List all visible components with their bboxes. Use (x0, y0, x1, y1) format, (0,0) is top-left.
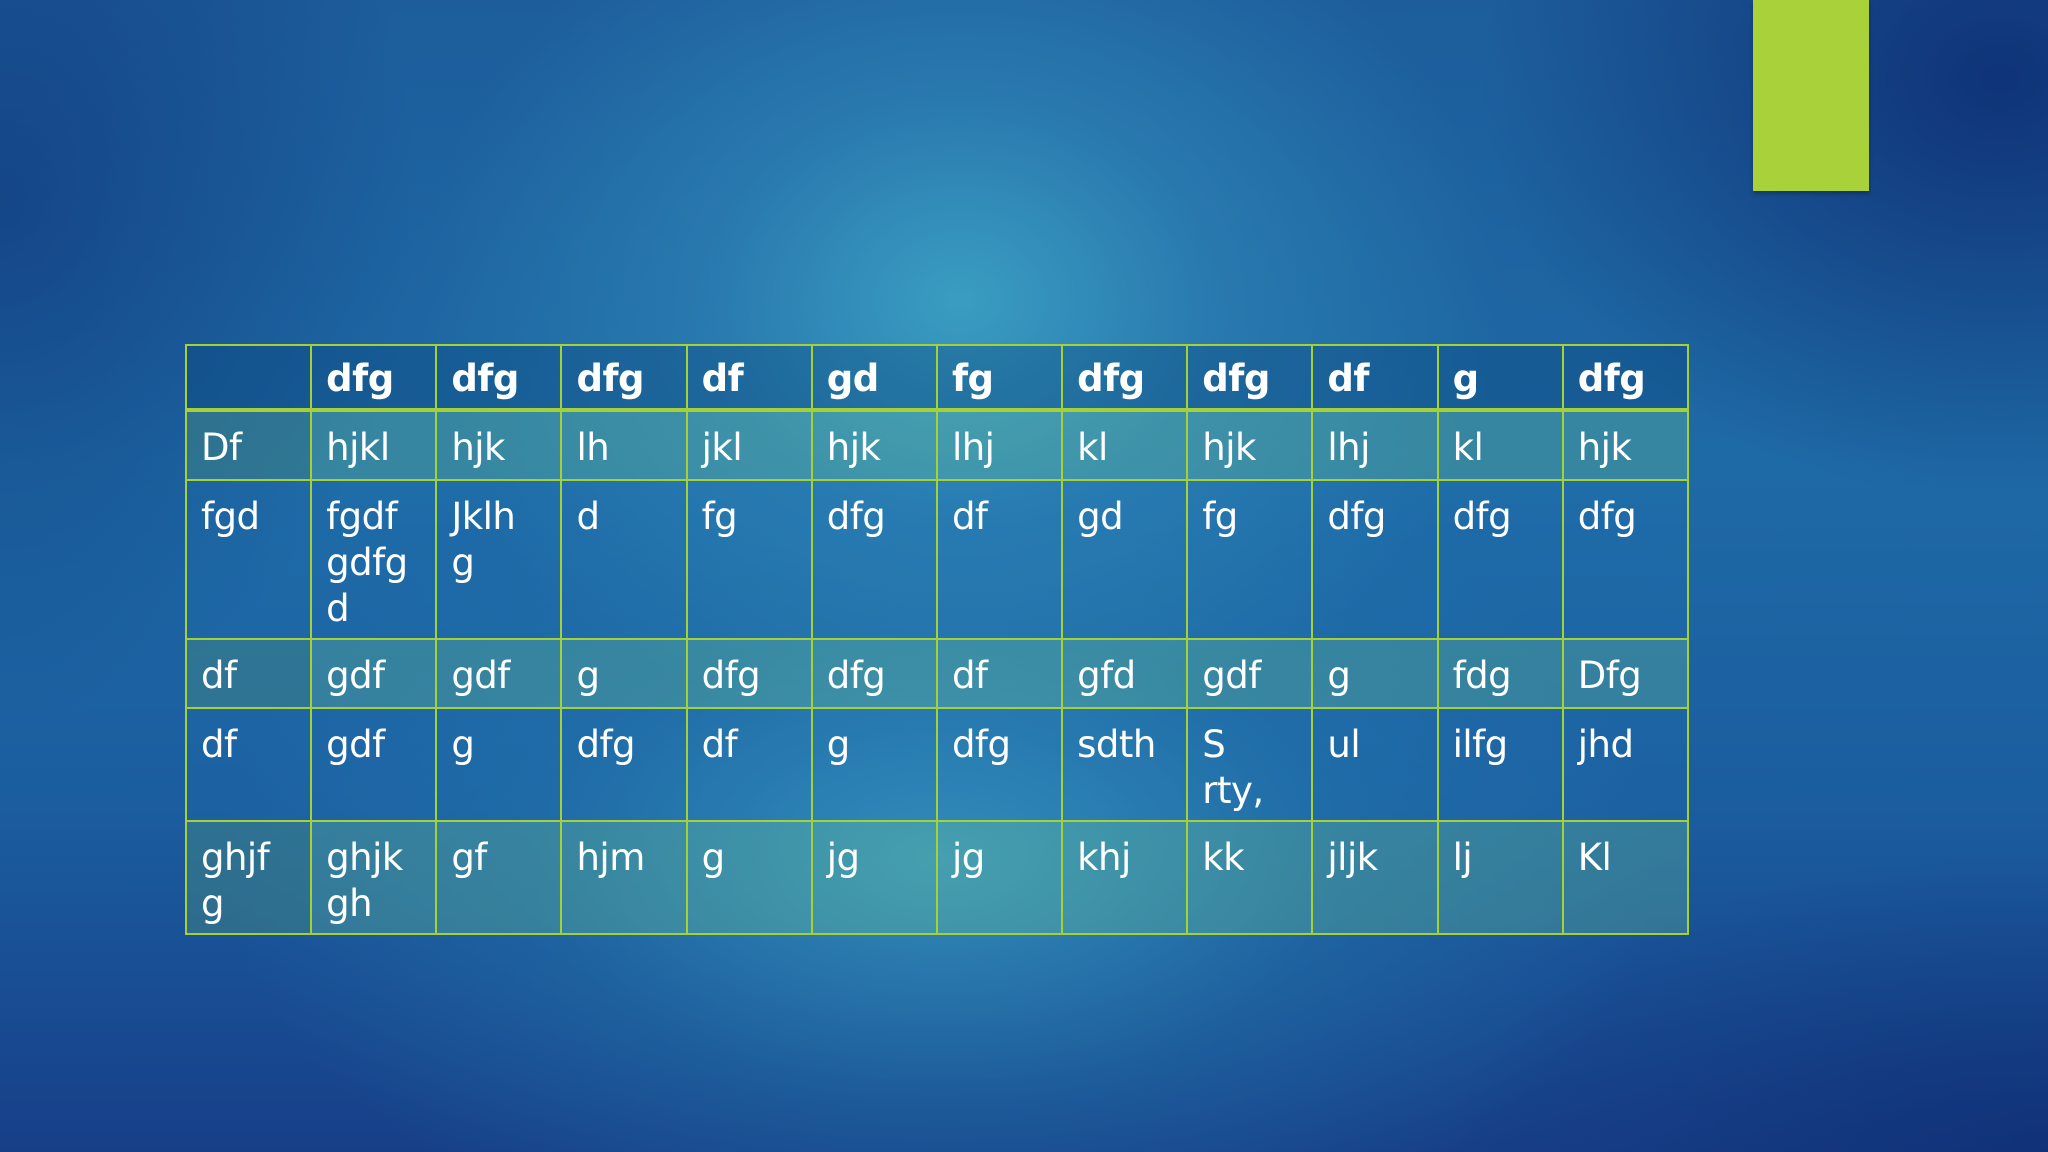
table-cell: gdf (310, 638, 438, 709)
table-cell: lhj (935, 409, 1064, 481)
table-cell: df (935, 479, 1064, 640)
table-cell: jkl (685, 409, 813, 481)
table-row: Df hjkl hjk lh jkl hjk lhj kl hjk lhj kl… (184, 409, 1690, 481)
table-cell: gd (1061, 479, 1189, 640)
table-row: ghjf g ghjk gh gf hjm g jg jg khj kk jlj… (184, 820, 1690, 935)
table-cell: fg (1186, 479, 1314, 640)
table-cell: gdf (1186, 638, 1314, 709)
data-table: dfg dfg dfg df gd fg dfg dfg df g dfg Df… (184, 344, 1690, 935)
table-cell: jg (935, 820, 1064, 935)
table-row: fgd fgdf gdfg d Jklh g d fg dfg df gd fg… (184, 479, 1690, 640)
table-cell: lh (560, 409, 688, 481)
table-header-cell: dfg (435, 344, 563, 412)
table-header-cell: df (1311, 344, 1439, 412)
table-cell: ghjk gh (310, 820, 438, 935)
table-cell: hjkl (310, 409, 438, 481)
table-cell: gdf (310, 707, 438, 822)
table-header-cell: fg (935, 344, 1064, 412)
accent-bar (1753, 0, 1869, 191)
table-cell: jg (810, 820, 938, 935)
table-cell: g (1311, 638, 1439, 709)
table-cell: df (184, 707, 313, 822)
table-cell: Jklh g (435, 479, 563, 640)
table-row: df gdf gdf g dfg dfg df gfd gdf g fdg Df… (184, 638, 1690, 709)
table-cell: fg (685, 479, 813, 640)
table-cell: df (685, 707, 813, 822)
table-cell: d (560, 479, 688, 640)
table-cell: ilfg (1436, 707, 1564, 822)
table-cell: kl (1436, 409, 1564, 481)
table-cell: ul (1311, 707, 1439, 822)
table-header-cell: df (685, 344, 813, 412)
table-cell: df (935, 638, 1064, 709)
table-cell: ghjf g (184, 820, 313, 935)
table-header-cell: gd (810, 344, 938, 412)
table-cell: gdf (435, 638, 563, 709)
table-cell: hjk (1561, 409, 1690, 481)
table-cell: hjk (435, 409, 563, 481)
table-cell: hjm (560, 820, 688, 935)
table-cell: gfd (1061, 638, 1189, 709)
table-header-cell: dfg (1061, 344, 1189, 412)
table-cell: dfg (810, 638, 938, 709)
table-cell: dfg (1311, 479, 1439, 640)
table-cell: dfg (1436, 479, 1564, 640)
table-cell: Kl (1561, 820, 1690, 935)
table-cell: dfg (685, 638, 813, 709)
table-cell: Df (184, 409, 313, 481)
table-cell: df (184, 638, 313, 709)
table-cell: lhj (1311, 409, 1439, 481)
table-row: df gdf g dfg df g dfg sdth S rty, ul ilf… (184, 707, 1690, 822)
table-header-cell: dfg (1186, 344, 1314, 412)
table-cell: dfg (1561, 479, 1690, 640)
table-cell: dfg (935, 707, 1064, 822)
table-cell: kk (1186, 820, 1314, 935)
table-cell: gf (435, 820, 563, 935)
table-cell: g (810, 707, 938, 822)
table-cell: dfg (810, 479, 938, 640)
table-cell: g (560, 638, 688, 709)
table-cell: g (435, 707, 563, 822)
table-cell: khj (1061, 820, 1189, 935)
table-cell: hjk (1186, 409, 1314, 481)
table-cell: S rty, (1186, 707, 1314, 822)
table-cell: fgd (184, 479, 313, 640)
table-header-cell (184, 344, 313, 412)
table-header-row: dfg dfg dfg df gd fg dfg dfg df g dfg (184, 344, 1690, 412)
table-cell: kl (1061, 409, 1189, 481)
table-cell: fgdf gdfg d (310, 479, 438, 640)
table-header-cell: g (1436, 344, 1564, 412)
table-header-cell: dfg (1561, 344, 1690, 412)
table-header-cell: dfg (560, 344, 688, 412)
table-cell: hjk (810, 409, 938, 481)
table-cell: fdg (1436, 638, 1564, 709)
table-cell: jljk (1311, 820, 1439, 935)
table-cell: g (685, 820, 813, 935)
table-cell: Dfg (1561, 638, 1690, 709)
table-header-cell: dfg (310, 344, 438, 412)
table-cell: lj (1436, 820, 1564, 935)
table-cell: dfg (560, 707, 688, 822)
table-cell: sdth (1061, 707, 1189, 822)
table-cell: jhd (1561, 707, 1690, 822)
